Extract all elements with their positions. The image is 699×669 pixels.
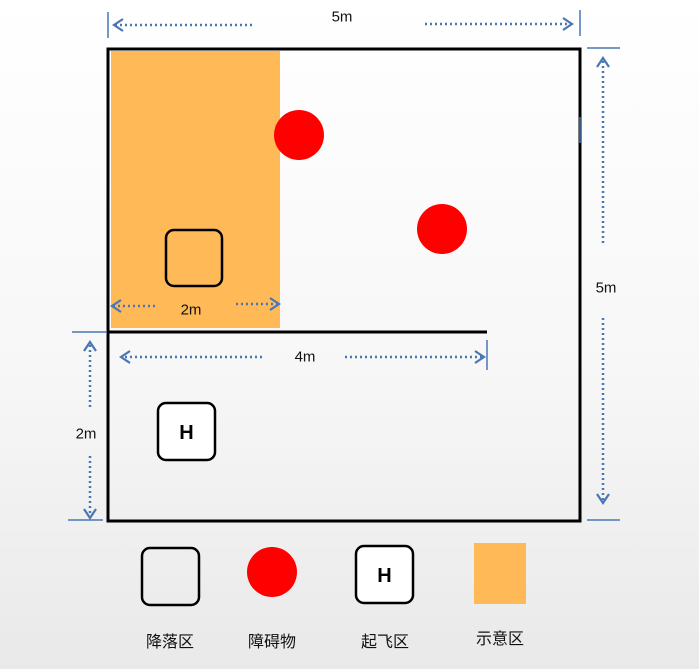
legend-obstacle-icon <box>247 547 297 597</box>
legend-label-obstacle: 障碍物 <box>247 634 297 651</box>
legend-takeoff-icon <box>354 544 415 605</box>
takeoff-pad <box>156 401 217 462</box>
label-takeoff-height: 2m <box>75 425 97 443</box>
field-boundary <box>106 47 582 523</box>
landing-pad <box>164 228 224 288</box>
legend-landing-icon <box>140 546 201 607</box>
label-outer-width: 5m <box>331 8 353 26</box>
label-outer-height: 5m <box>595 279 617 297</box>
obstacle-2 <box>417 204 467 254</box>
takeoff-pad-letter: H <box>179 422 193 444</box>
label-divider-length: 4m <box>294 348 316 366</box>
legend-label-takeoff: 起飞区 <box>360 634 410 651</box>
obstacle-1 <box>274 110 324 160</box>
legend-takeoff-letter: H <box>377 565 391 587</box>
orange-zone <box>111 51 280 328</box>
label-zone-width: 2m <box>180 301 202 319</box>
legend-label-zone: 示意区 <box>475 631 525 648</box>
legend-label-landing: 降落区 <box>145 634 195 651</box>
legend-zone-icon <box>474 543 526 604</box>
